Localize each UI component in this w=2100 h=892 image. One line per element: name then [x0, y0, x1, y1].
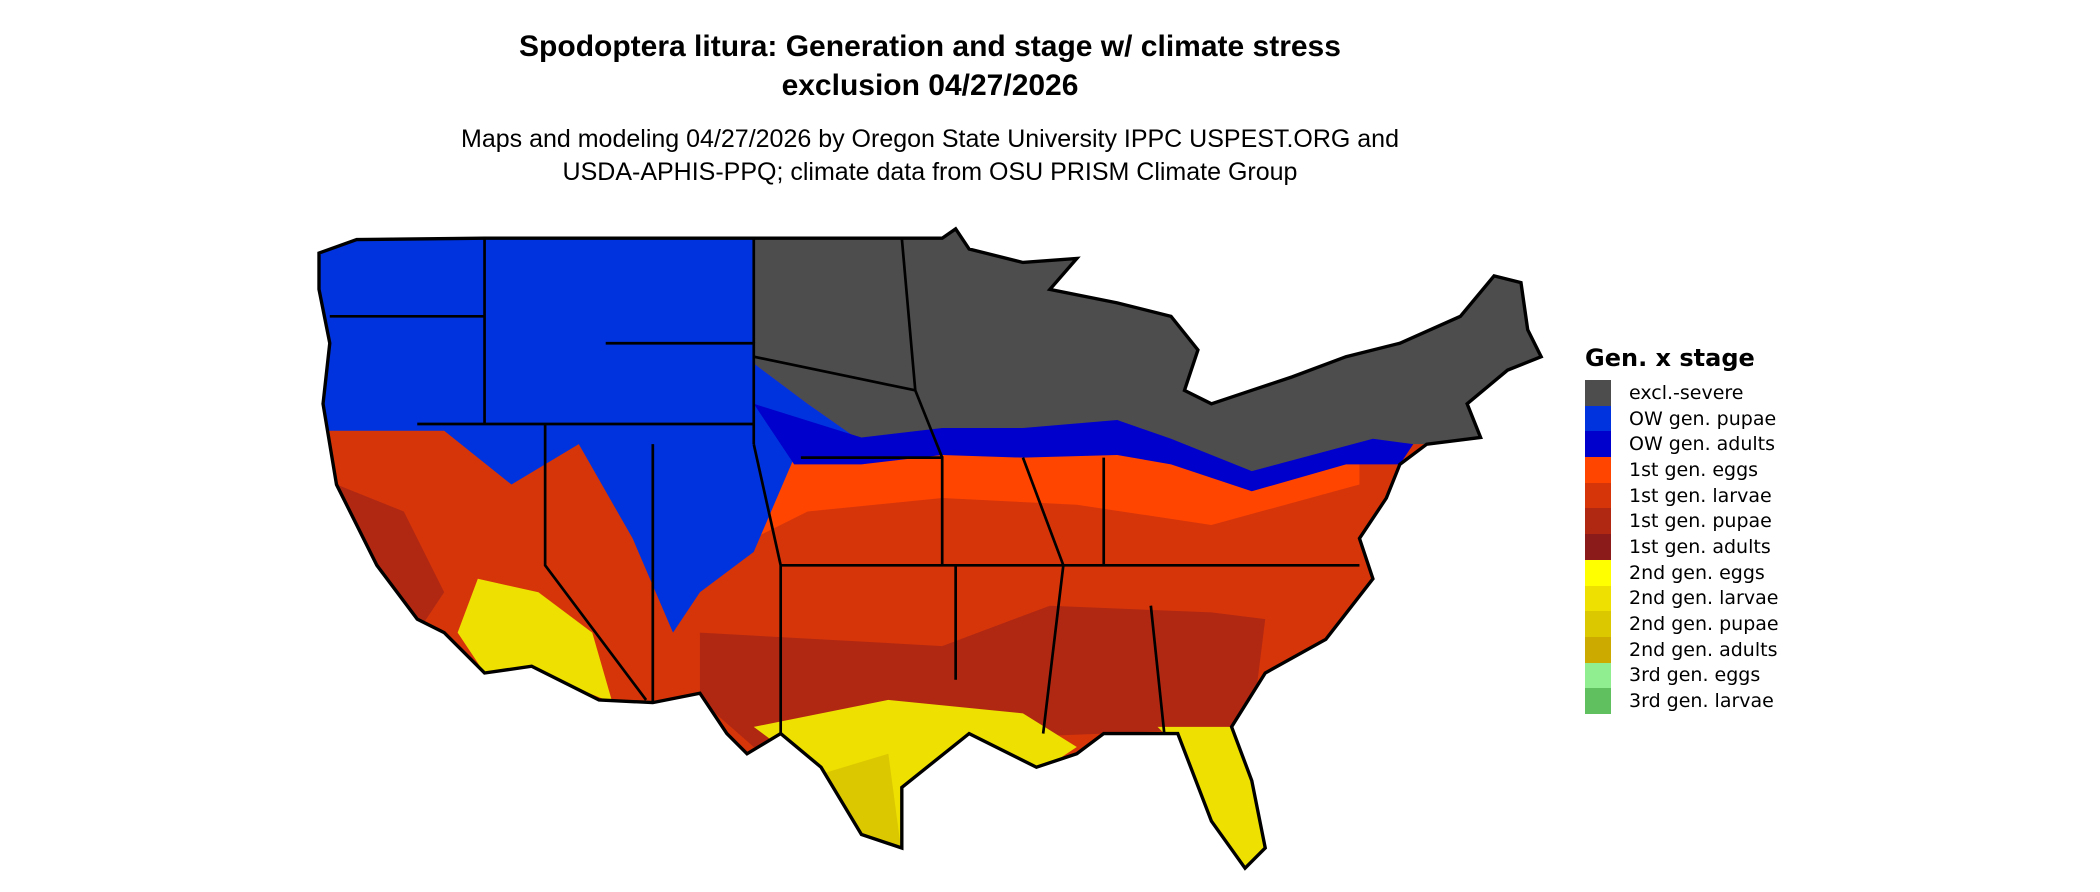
legend-item: 3rd gen. larvae [1585, 688, 1779, 714]
legend-swatch [1585, 482, 1611, 509]
legend-swatch [1585, 431, 1611, 458]
legend-swatch [1585, 688, 1611, 714]
legend-label: excl.-severe [1629, 381, 1744, 404]
legend-swatch [1585, 611, 1611, 637]
legend-swatch [1585, 662, 1611, 689]
legend-item: OW gen. adults [1585, 431, 1779, 458]
legend-item: excl.-severe [1585, 380, 1779, 406]
legend-swatch [1585, 636, 1611, 663]
legend-label: 2nd gen. pupae [1629, 613, 1779, 636]
legend-items: excl.-severe OW gen. pupae OW gen. adults 1… [1585, 380, 1779, 714]
map-title: Spodoptera litura: Generation and stage … [330, 27, 1530, 105]
legend-item: 1st gen. adults [1585, 534, 1779, 560]
legend-label: 3rd gen. eggs [1629, 664, 1761, 687]
legend-label: 1st gen. eggs [1629, 458, 1759, 481]
legend-swatch [1585, 380, 1611, 406]
legend-label: 2nd gen. eggs [1629, 561, 1765, 584]
legend-item: 2nd gen. adults [1585, 636, 1779, 663]
map-subtitle: Maps and modeling 04/27/2026 by Oregon S… [330, 123, 1530, 189]
legend-swatch [1585, 405, 1611, 432]
legend-label: 3rd gen. larvae [1629, 690, 1774, 713]
legend-item: 3rd gen. eggs [1585, 662, 1779, 689]
title-line-1: Spodoptera litura: Generation and stage … [519, 30, 1341, 63]
legend-label: 2nd gen. larvae [1629, 587, 1779, 610]
legend-item: 2nd gen. eggs [1585, 559, 1779, 586]
legend-item: 1st gen. eggs [1585, 457, 1779, 483]
legend-swatch [1585, 457, 1611, 483]
legend-item: OW gen. pupae [1585, 405, 1779, 432]
legend-label: 2nd gen. adults [1629, 638, 1778, 661]
legend-label: 1st gen. larvae [1629, 484, 1772, 507]
legend-label: OW gen. adults [1629, 433, 1776, 456]
region-1st-gen-pupae-west [336, 484, 445, 633]
state-borders [329, 238, 1360, 734]
legend: Gen. x stage excl.-severe OW gen. pupae OW… [1585, 344, 1779, 714]
region-ow-gen-adults [753, 403, 1414, 492]
legend-label: 1st gen. adults [1629, 535, 1771, 558]
subtitle-line-1: Maps and modeling 04/27/2026 by Oregon S… [461, 125, 1399, 153]
title-line-2: exclusion 04/27/2026 [781, 69, 1079, 102]
legend-swatch [1585, 585, 1611, 612]
region-2nd-gen-pupae-texas [821, 753, 902, 855]
legend-label: 1st gen. pupae [1629, 510, 1772, 533]
legend-swatch [1585, 508, 1611, 535]
legend-item: 1st gen. pupae [1585, 508, 1779, 535]
legend-item: 2nd gen. pupae [1585, 611, 1779, 637]
legend-swatch [1585, 534, 1611, 560]
legend-swatch [1585, 559, 1611, 586]
legend-item: 2nd gen. larvae [1585, 585, 1779, 612]
legend-item: 1st gen. larvae [1585, 482, 1779, 509]
legend-title: Gen. x stage [1585, 344, 1755, 372]
legend-label: OW gen. pupae [1629, 407, 1777, 430]
subtitle-line-2: USDA-APHIS-PPQ; climate data from OSU PR… [562, 158, 1298, 186]
